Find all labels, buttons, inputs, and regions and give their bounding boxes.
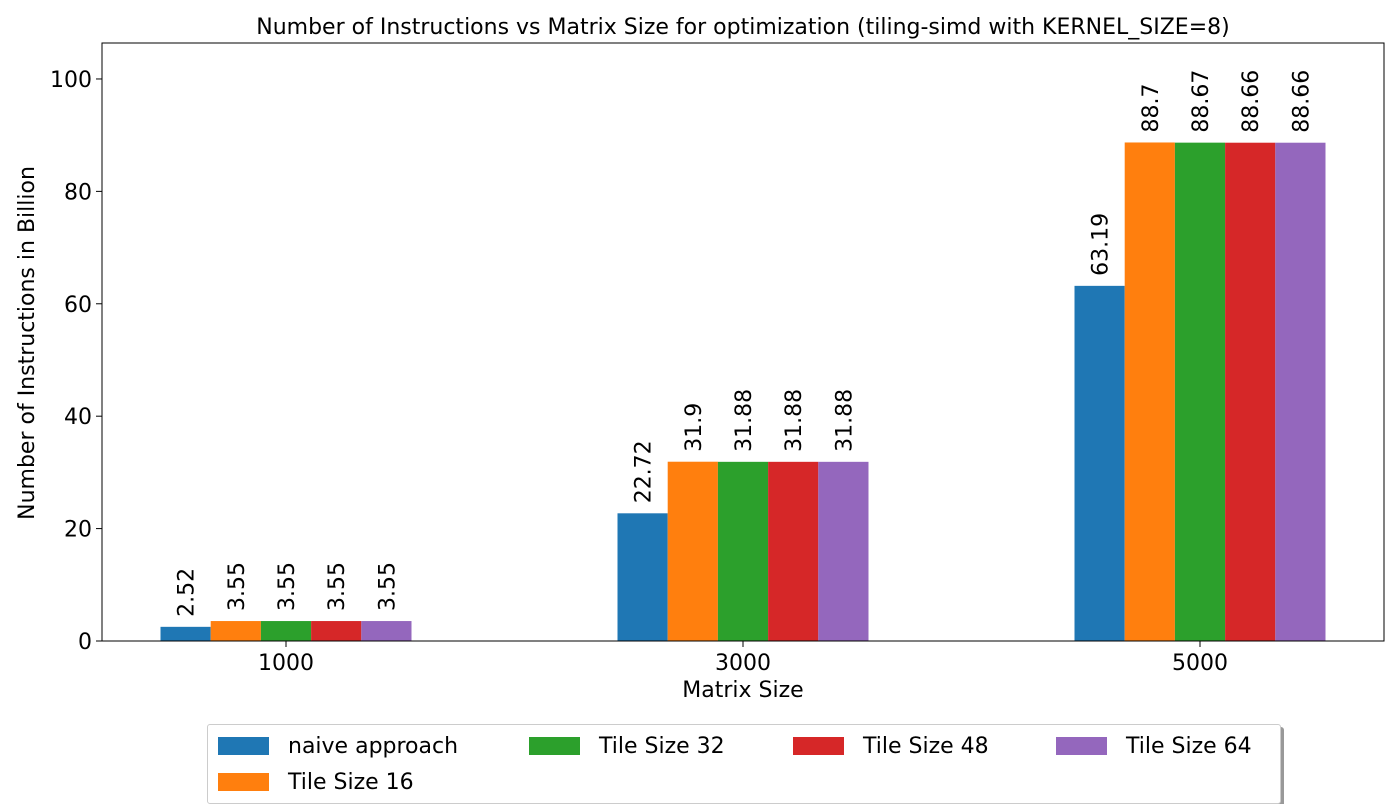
- bar: [1174, 142, 1226, 641]
- legend-label: Tile Size 64: [1126, 733, 1252, 759]
- bar-value-label: 88.66: [1239, 70, 1264, 133]
- bar-value-label: 31.9: [682, 403, 707, 452]
- chart-title: Number of Instructions vs Matrix Size fo…: [256, 15, 1229, 40]
- legend-item-tile-size-32: Tile Size 32: [529, 731, 725, 761]
- bar-value-label: 31.88: [832, 389, 857, 452]
- bar: [1225, 142, 1276, 641]
- legend-swatch: [1056, 737, 1107, 755]
- bar-value-label: 2.52: [175, 568, 200, 617]
- bar-value-label: 88.66: [1289, 70, 1314, 133]
- legend-item-tile-size-48: Tile Size 48: [793, 731, 989, 761]
- bar-value-label: 88.67: [1189, 70, 1214, 133]
- x-tick-label: 1000: [258, 651, 314, 676]
- y-tick-label: 40: [64, 405, 92, 430]
- bar-value-label: 3.55: [225, 562, 250, 611]
- y-tick-label: 0: [78, 630, 92, 655]
- bar: [768, 461, 819, 641]
- y-tick-label: 20: [64, 518, 92, 543]
- bar: [311, 621, 362, 641]
- bar: [361, 621, 412, 641]
- bars-group: [160, 142, 1326, 642]
- legend-item-naive-approach: naive approach: [218, 731, 458, 761]
- legend-swatch: [218, 737, 269, 755]
- bar-value-label: 63.19: [1089, 213, 1114, 276]
- bar: [260, 621, 312, 641]
- legend-label: Tile Size 16: [288, 769, 414, 795]
- x-tick-label: 5000: [1172, 651, 1228, 676]
- bar-value-label: 22.72: [632, 440, 657, 503]
- bar-value-label: 3.55: [275, 562, 300, 611]
- y-tick-label: 60: [64, 293, 92, 318]
- x-tick-label: 3000: [715, 651, 771, 676]
- legend-swatch: [529, 737, 580, 755]
- x-axis-label: Matrix Size: [682, 678, 803, 703]
- x-axis: 1000 3000 5000: [258, 641, 1228, 676]
- legend-item-tile-size-16: Tile Size 16: [218, 767, 414, 797]
- bar: [160, 626, 211, 641]
- y-tick-label: 80: [64, 180, 92, 205]
- bar-value-label: 3.55: [325, 562, 350, 611]
- legend-label: naive approach: [288, 733, 459, 759]
- bar: [1074, 285, 1125, 641]
- bar: [818, 461, 869, 641]
- bar-labels-group: 2.52 22.72 63.19 3.55 31.9 88.7 3.55 31.88 88.67…: [175, 70, 1315, 617]
- legend-item-tile-size-64: Tile Size 64: [1056, 731, 1252, 761]
- legend-label: Tile Size 32: [599, 733, 725, 759]
- y-axis-label: Number of Instructions in Billion: [15, 166, 40, 520]
- bar-value-label: 88.7: [1139, 83, 1164, 132]
- bar: [1275, 142, 1326, 641]
- y-axis: 0 20 40 60 80 100: [50, 68, 102, 655]
- bar-value-label: 31.88: [782, 389, 807, 452]
- bar-value-label: 3.55: [375, 562, 400, 611]
- bar: [617, 513, 668, 641]
- bar-value-label: 31.88: [732, 389, 757, 452]
- bar: [1124, 142, 1175, 642]
- legend-label: Tile Size 48: [863, 733, 989, 759]
- legend: naive approach Tile Size 16 Tile Size 32…: [207, 724, 1281, 804]
- legend-swatch: [218, 773, 269, 791]
- bar: [667, 461, 718, 641]
- bar: [717, 461, 769, 641]
- legend-swatch: [793, 737, 844, 755]
- y-tick-label: 100: [50, 68, 92, 93]
- bar: [210, 621, 261, 641]
